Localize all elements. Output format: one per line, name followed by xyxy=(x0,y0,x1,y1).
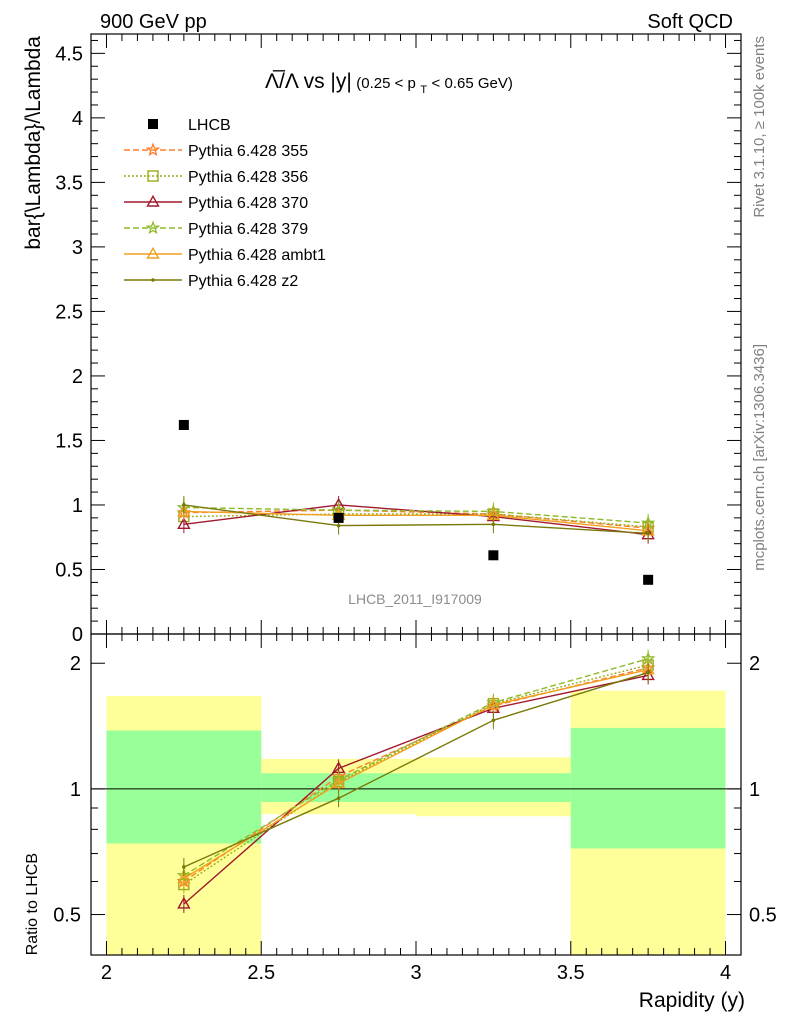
legend-marker-1 xyxy=(145,142,161,157)
main-line-2 xyxy=(183,504,649,536)
main-point-5-0 xyxy=(182,503,186,507)
legend-marker-5 xyxy=(146,246,160,259)
main-y-axis-label: bar{\Lambda}/\Lambda xyxy=(22,36,45,250)
legend-item-6: Pythia 6.428 z2 xyxy=(124,273,298,290)
ratio-y-axis-label: Ratio to LHCB xyxy=(24,853,41,955)
ratio-ytick-label-right-0: 0.5 xyxy=(749,905,777,927)
legend-marker-6 xyxy=(151,278,155,282)
ratio-point-5-3 xyxy=(646,670,650,675)
main-ytick-label-3: 1.5 xyxy=(55,430,83,452)
rivet-version-label: Rivet 3.1.10, ≥ 100k events xyxy=(751,36,768,218)
xtick-label-0: 2 xyxy=(101,962,112,984)
plot-title-cut-sub: T xyxy=(420,84,427,96)
ratio-point-5-0 xyxy=(182,865,186,869)
main-point-5-3 xyxy=(646,531,650,536)
legend-label-1: Pythia 6.428 355 xyxy=(188,143,308,160)
main-series-2 xyxy=(177,495,655,544)
main-point-5-2 xyxy=(491,522,496,527)
ratio-line-4 xyxy=(183,669,649,880)
legend-marker-4 xyxy=(145,220,161,235)
mcplots-label: mcplots.cern.ch [arXiv:1306.3436] xyxy=(751,344,768,571)
ratio-ytick-label-left-0: 0.5 xyxy=(53,905,81,927)
main-line-3 xyxy=(183,506,649,524)
main-point-2-0 xyxy=(177,517,191,530)
main-ytick-label-7: 3.5 xyxy=(55,172,83,194)
ratio-point-5-1 xyxy=(336,796,341,800)
legend-marker-3 xyxy=(146,194,160,207)
legend-label-5: Pythia 6.428 ambt1 xyxy=(188,247,326,264)
plot-title: Λ̅/Λ vs |y| (0.25 < p T < 0.65 GeV) xyxy=(265,70,513,97)
xtick-label-4: 4 xyxy=(720,962,731,984)
main-line-0 xyxy=(183,509,649,529)
ratio-point-2-0 xyxy=(177,896,191,909)
ratio-panel-series xyxy=(176,649,656,913)
data-point-2 xyxy=(488,550,499,561)
ratio-line-5 xyxy=(183,671,649,868)
legend-label-6: Pythia 6.428 z2 xyxy=(188,273,298,290)
ratio-ytick-label-right-1: 1 xyxy=(749,779,760,801)
ratio-series-5 xyxy=(182,663,650,876)
xtick-label-1: 2.5 xyxy=(247,962,275,984)
main-ytick-label-0: 0 xyxy=(72,624,83,646)
legend-item-5: Pythia 6.428 ambt1 xyxy=(124,246,326,264)
ratio-line-3 xyxy=(183,658,649,877)
legend-item-4: Pythia 6.428 379 xyxy=(124,220,308,238)
main-ytick-label-9: 4.5 xyxy=(55,43,83,65)
xtick-label-2: 3 xyxy=(410,962,421,984)
legend-label-3: Pythia 6.428 370 xyxy=(188,195,308,212)
header-left: 900 GeV pp xyxy=(100,11,207,33)
legend-marker-0 xyxy=(148,119,158,129)
legend-label-4: Pythia 6.428 379 xyxy=(188,221,308,238)
main-series-5 xyxy=(182,495,650,543)
ratio-point-4-1 xyxy=(331,776,346,789)
analysis-watermark: LHCB_2011_I917009 xyxy=(348,591,482,607)
x-axis-label: Rapidity (y) xyxy=(639,989,745,1012)
main-series-1 xyxy=(178,505,654,536)
legend-item-3: Pythia 6.428 370 xyxy=(124,194,308,212)
main-line-5 xyxy=(183,504,649,535)
ratio-ytick-label-right-2: 2 xyxy=(749,653,760,675)
legend-label-2: Pythia 6.428 356 xyxy=(188,169,308,186)
legend-item-2: Pythia 6.428 356 xyxy=(124,169,308,186)
legend-item-1: Pythia 6.428 355 xyxy=(124,142,308,160)
main-ytick-label-8: 4 xyxy=(72,108,83,130)
main-ytick-label-1: 0.5 xyxy=(55,559,83,581)
data-point-1 xyxy=(333,512,344,523)
main-ytick-label-5: 2.5 xyxy=(55,301,83,323)
legend-label-0: LHCB xyxy=(188,117,231,134)
plot-title-cut-end: < 0.65 GeV) xyxy=(432,75,513,92)
ratio-stat-band-0 xyxy=(106,730,262,844)
ratio-point-4-2 xyxy=(486,697,501,710)
legend-marker-2 xyxy=(147,170,159,182)
plot-title-cut: (0.25 < p xyxy=(356,75,416,92)
data-point-3 xyxy=(643,574,654,585)
main-ytick-label-4: 2 xyxy=(72,366,83,388)
main-ytick-label-2: 1 xyxy=(72,495,83,517)
ratio-point-4-0 xyxy=(177,871,191,884)
legend: LHCB Pythia 6.428 355 Pythia 6.428 356 Pyth… xyxy=(124,117,326,290)
xtick-label-3: 3.5 xyxy=(557,962,585,984)
ratio-point-5-2 xyxy=(491,718,496,723)
main-point-5-1 xyxy=(336,523,341,528)
header-right: Soft QCD xyxy=(647,11,733,33)
ratio-line-2 xyxy=(183,674,649,905)
ratio-ytick-label-left-1: 1 xyxy=(70,779,81,801)
main-ytick-label-6: 3 xyxy=(72,237,83,259)
main-point-4-0 xyxy=(177,504,191,517)
ratio-uncertainty-bands xyxy=(106,690,726,955)
ratio-stat-band-3 xyxy=(570,727,726,849)
main-line-4 xyxy=(183,510,649,532)
main-panel-series xyxy=(176,419,656,585)
plot-title-main: Λ̅/Λ vs |y| xyxy=(265,70,352,93)
ratio-ytick-label-left-2: 2 xyxy=(70,653,81,675)
legend-item-0: LHCB xyxy=(148,117,231,134)
data-point-0 xyxy=(178,419,189,430)
axis-ticks: 0 0.5 1 1.5 2 2.5 3 3.5 4 4.5 0.5 0.5 1 1 2 2 2 2.5 3 3.5 4 xyxy=(53,34,777,984)
main-series-0 xyxy=(176,501,656,538)
ratio-stat-band-2 xyxy=(416,773,571,803)
